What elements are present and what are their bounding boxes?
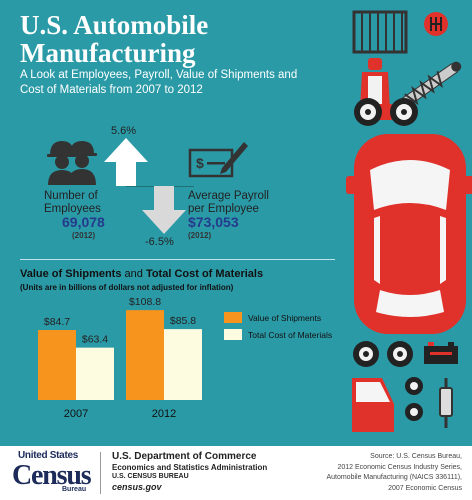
source-line-4: 2007 Economic Census [388, 484, 462, 492]
down-arrow-icon [142, 186, 186, 234]
bar-shipments-2007 [38, 330, 76, 400]
bar-materials-2007 [76, 347, 114, 400]
bar-value-label: $85.8 [170, 315, 196, 327]
subtitle-line-1: A Look at Employees, Payroll, Value of S… [20, 69, 298, 81]
employees-change: 5.6% [111, 125, 137, 137]
dept-line-2: Economics and Statistics Administration [112, 463, 268, 472]
dept-line-1: U.S. Department of Commerce [112, 451, 257, 462]
payroll-label: Average Payroll per Employee [188, 190, 269, 216]
employees-year: (2012) [72, 231, 96, 240]
gear-shift-icon [424, 12, 448, 36]
legend-label-shipments: Value of Shipments [248, 312, 322, 323]
census-logo-top: United States [18, 450, 79, 461]
legend: Value of Shipments Total Cost of Materia… [224, 312, 332, 340]
svg-text:$: $ [196, 155, 204, 171]
workers-icon [47, 141, 97, 185]
wheel-icon [353, 341, 413, 367]
payroll-change: -6.5% [145, 236, 174, 248]
muffler-icon [439, 378, 453, 428]
up-arrow-icon [104, 138, 148, 186]
category-label-2012: 2012 [152, 408, 176, 420]
census-logo: Census [12, 460, 92, 491]
chart-title-part-1: Value of Shipments [20, 268, 122, 280]
payroll-label-1: Average Payroll [188, 190, 269, 202]
bar-chart: $84.7 $63.4 2007 $108.8 $85.8 2012 [38, 296, 202, 420]
payroll-label-2: per Employee [188, 203, 259, 215]
chart-title-part-3: Total Cost of Materials [145, 268, 264, 280]
bar-value-label: $108.8 [129, 296, 161, 308]
bar-materials-2012 [164, 329, 202, 400]
footer-rule [100, 452, 101, 494]
subtitle: A Look at Employees, Payroll, Value of S… [20, 68, 320, 98]
legend-item-materials: Total Cost of Materials [224, 329, 332, 340]
title-line-2: Manufacturing [20, 38, 196, 68]
check-writing-icon: $ [188, 142, 248, 178]
battery-icon [424, 342, 458, 364]
census-gov-link[interactable]: census.gov [112, 482, 162, 492]
bar-shipments-2012 [126, 310, 164, 400]
source-line-1: Source: U.S. Census Bureau, [370, 453, 462, 460]
source-line-2: 2012 Economic Census Industry Series, [337, 463, 462, 471]
legend-item-shipments: Value of Shipments [224, 312, 332, 323]
census-logo-bureau: Bureau [62, 486, 87, 493]
section-divider [20, 259, 335, 260]
red-car-icon [346, 134, 472, 334]
subtitle-line-2: Cost of Materials from 2007 to 2012 [20, 84, 203, 96]
category-label-2007: 2007 [64, 408, 88, 420]
wheel-icon [354, 98, 418, 126]
bar-value-label: $84.7 [44, 316, 70, 328]
source-note: Source: U.S. Census Bureau, 2012 Economi… [326, 452, 462, 494]
legend-label-materials: Total Cost of Materials [248, 329, 333, 340]
payroll-value: $73,053 [188, 214, 239, 230]
source-line-3: Automobile Manufacturing (NAICS 336111), [326, 474, 462, 481]
chart-title-part-2: and [121, 268, 146, 280]
bar-value-label: $63.4 [82, 334, 108, 346]
car-parts-illustration [346, 10, 472, 432]
employees-label-2: Employees [44, 203, 101, 215]
employees-label-1: Number of [44, 190, 98, 202]
car-door-icon [352, 378, 394, 432]
employees-value: 69,078 [62, 214, 105, 230]
legend-swatch-materials [224, 329, 242, 340]
brake-disc-icon [405, 377, 423, 421]
payroll-year: (2012) [188, 231, 212, 240]
radiator-icon [352, 10, 408, 54]
employees-label: Number of Employees [44, 190, 101, 216]
chart-title: Value of Shipments and Total Cost of Mat… [20, 268, 263, 280]
title-line-1: U.S. Automobile [20, 10, 209, 40]
legend-swatch-shipments [224, 312, 242, 323]
dept-line-3: U.S. CENSUS BUREAU [112, 473, 189, 480]
chart-note: (Units are in billions of dollars not ad… [20, 283, 234, 292]
